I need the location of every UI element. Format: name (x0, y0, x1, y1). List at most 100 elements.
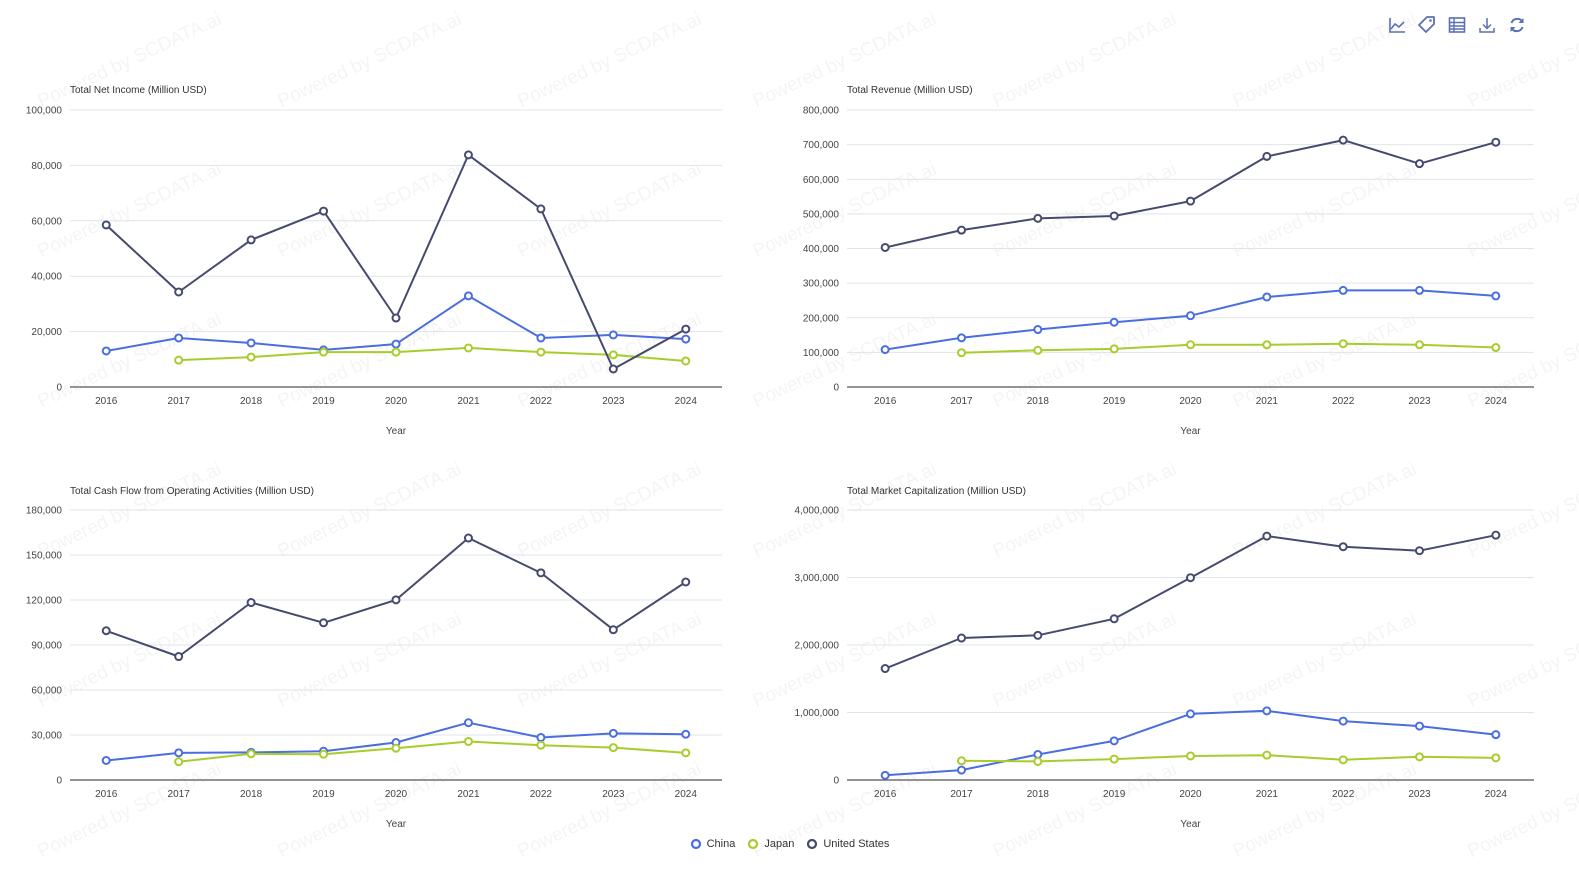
download-button[interactable] (1476, 14, 1498, 36)
x-tick-label: 2020 (1179, 789, 1202, 800)
data-point-japan (1338, 339, 1348, 349)
data-point-china (463, 291, 473, 301)
legend-item-china[interactable]: China (690, 838, 736, 850)
data-point-united-states (536, 204, 546, 214)
data-point-japan (1415, 752, 1424, 762)
refresh-icon (1510, 17, 1524, 33)
data-view-button[interactable] (1446, 14, 1468, 36)
download-icon (1479, 18, 1495, 33)
x-tick-label: 2018 (240, 789, 263, 800)
data-point-japan (1491, 753, 1501, 763)
x-tick-label: 2018 (240, 396, 263, 407)
x-tick-label: 2024 (1485, 396, 1508, 407)
data-point-china (101, 346, 111, 356)
data-point-china (681, 334, 691, 344)
y-tick-label: 4,000,000 (795, 506, 840, 517)
x-tick-label: 2017 (168, 396, 191, 407)
data-point-china (1491, 291, 1501, 301)
legend-item-united-states[interactable]: United States (806, 838, 889, 850)
data-point-united-states (1033, 213, 1043, 223)
x-tick-label: 2019 (1103, 396, 1126, 407)
data-point-united-states (1491, 530, 1501, 540)
tag-icon (1418, 16, 1435, 33)
data-point-china (536, 733, 546, 743)
y-tick-label: 60,000 (31, 686, 62, 697)
y-tick-label: 150,000 (26, 551, 63, 562)
x-tick-label: 2019 (1103, 789, 1126, 800)
data-point-japan (608, 350, 618, 360)
data-point-japan (246, 749, 256, 759)
data-point-japan (1491, 343, 1501, 353)
data-point-united-states (880, 664, 890, 674)
x-tick-label: 2022 (1332, 396, 1355, 407)
x-tick-label: 2021 (457, 396, 480, 407)
data-point-china (1186, 709, 1195, 719)
data-point-japan (391, 743, 401, 753)
y-tick-label: 180,000 (26, 506, 63, 517)
legend-item-japan[interactable]: Japan (747, 838, 794, 850)
x-tick-label: 2021 (1256, 396, 1279, 407)
x-axis-title: Year (386, 426, 407, 437)
table-icon (1448, 17, 1466, 33)
series-line-united-states (884, 139, 1497, 249)
data-point-japan (1033, 756, 1043, 766)
data-point-japan (536, 740, 546, 750)
y-tick-label: 700,000 (803, 140, 840, 151)
y-tick-label: 2,000,000 (795, 641, 840, 652)
data-point-united-states (1262, 531, 1272, 541)
x-tick-label: 2017 (950, 789, 973, 800)
x-tick-label: 2020 (385, 396, 408, 407)
data-point-china (1262, 706, 1272, 716)
data-point-china (463, 718, 473, 728)
data-point-united-states (1109, 614, 1119, 624)
line-chart-button[interactable] (1386, 14, 1408, 36)
legend-marker-china-icon (690, 838, 701, 850)
y-tick-label: 1,000,000 (795, 708, 840, 719)
x-tick-label: 2018 (1027, 396, 1050, 407)
x-tick-label: 2016 (95, 396, 118, 407)
data-point-united-states (957, 225, 966, 235)
data-point-china (1033, 749, 1043, 759)
data-point-japan (1186, 340, 1195, 350)
x-tick-label: 2024 (675, 789, 698, 800)
data-point-japan (1262, 750, 1272, 760)
data-point-japan (463, 736, 473, 746)
data-point-china (608, 330, 618, 340)
x-axis-title: Year (1180, 819, 1201, 830)
data-point-united-states (1033, 630, 1043, 640)
refresh-button[interactable] (1506, 14, 1528, 36)
legend: China Japan United States (0, 838, 1579, 850)
data-point-united-states (536, 568, 546, 578)
data-point-united-states (174, 652, 184, 662)
x-tick-label: 2023 (602, 789, 625, 800)
data-point-united-states (101, 626, 111, 636)
chart-title: Total Cash Flow from Operating Activitie… (70, 486, 314, 497)
x-tick-label: 2018 (1027, 789, 1050, 800)
chart-title: Total Revenue (Million USD) (847, 85, 973, 96)
y-tick-label: 80,000 (31, 161, 62, 172)
tag-button[interactable] (1416, 14, 1438, 36)
data-point-japan (681, 748, 691, 758)
data-point-united-states (1262, 151, 1272, 161)
legend-label: China (706, 838, 736, 850)
x-tick-label: 2022 (530, 789, 553, 800)
data-point-united-states (957, 633, 966, 643)
data-point-china (1109, 317, 1119, 327)
data-point-united-states (880, 242, 890, 252)
data-point-united-states (608, 625, 618, 635)
data-point-china (101, 756, 111, 765)
y-tick-label: 120,000 (26, 596, 63, 607)
data-point-china (1033, 325, 1043, 335)
y-tick-label: 600,000 (803, 175, 840, 186)
data-point-china (957, 333, 966, 343)
data-point-united-states (463, 150, 473, 160)
data-point-united-states (681, 577, 691, 587)
data-point-china (1338, 716, 1348, 726)
data-point-united-states (681, 324, 691, 334)
x-tick-label: 2023 (602, 396, 625, 407)
legend-label: Japan (764, 838, 795, 850)
x-tick-label: 2016 (874, 396, 897, 407)
data-point-united-states (246, 598, 256, 608)
x-tick-label: 2024 (675, 396, 698, 407)
data-point-united-states (319, 618, 329, 628)
